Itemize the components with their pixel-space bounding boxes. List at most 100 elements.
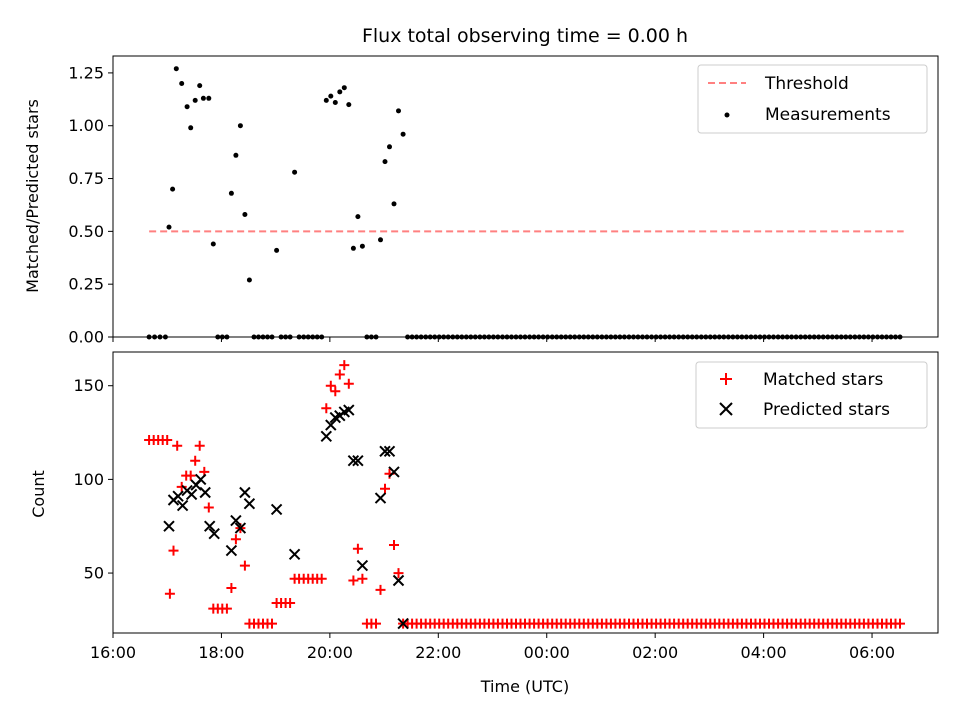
matched-star-point	[194, 440, 205, 451]
measurement-point	[274, 247, 280, 253]
measurements-x-axis	[112, 337, 873, 342]
measurement-point	[337, 89, 343, 95]
predicted-star-point	[383, 445, 396, 458]
measurement-point	[341, 85, 347, 91]
matched-star-point	[343, 378, 354, 389]
x-tick-label: 02:00	[632, 643, 678, 662]
predicted-star-point	[343, 404, 355, 416]
measurement-point	[233, 152, 239, 158]
counts-y-axis: 50 100 150	[73, 376, 113, 583]
counts-legend: Matched stars Predicted stars	[695, 361, 928, 429]
counts-x-axis: 16:00 18:00 20:00 22:00 00:00 02:00 04:00 06:00	[90, 633, 895, 662]
y-tick-label: 1.00	[68, 116, 104, 135]
predicted-star-point	[185, 488, 198, 501]
y-tick-label: 100	[73, 470, 104, 489]
matched-star-point	[226, 583, 237, 593]
predicted-star-point	[388, 466, 400, 478]
measurement-point	[170, 186, 176, 192]
measurement-point	[192, 97, 198, 103]
measurement-point	[179, 81, 185, 86]
predicted-star-point	[347, 454, 360, 467]
chart-title: Flux total observing time = 0.00 h	[362, 25, 688, 47]
predicted-star-point	[374, 492, 387, 504]
matched-star-point	[371, 618, 381, 629]
measurements-y-axis-label: Matched/Predicted stars	[23, 99, 42, 293]
measurement-point	[206, 95, 212, 101]
predicted-star-point	[356, 559, 369, 572]
y-tick-label: 0.50	[68, 222, 104, 241]
y-tick-label: 0.00	[68, 328, 104, 347]
measurement-point	[173, 66, 179, 72]
y-tick-label: 0.25	[68, 275, 104, 294]
predicted-star-point	[379, 445, 391, 458]
matched-star-point	[203, 502, 214, 513]
matched-star-point	[325, 380, 336, 391]
legend-predicted-label: Predicted stars	[763, 400, 890, 420]
x-tick-label: 22:00	[415, 643, 461, 662]
matched-star-point	[172, 440, 183, 451]
measurement-point	[378, 237, 383, 243]
legend-matched-swatch	[720, 373, 732, 385]
predicted-star-point	[239, 486, 251, 499]
measurement-point	[210, 241, 216, 247]
matched-star-point	[330, 386, 341, 397]
measurement-point	[323, 97, 329, 103]
predicted-star-point	[230, 514, 242, 527]
measurements-legend-box	[697, 64, 928, 134]
predicted-star-point	[194, 473, 207, 486]
matched-star-point	[375, 584, 386, 595]
matched-star-point	[239, 560, 250, 571]
predicted-star-point	[208, 527, 220, 540]
measurements-y-axis: 0.00 0.25 0.50 0.75 1.00 1.25	[68, 63, 113, 347]
measurement-point	[166, 224, 172, 230]
legend-measurements-label: Measurements	[765, 105, 891, 125]
y-tick-label: 50	[84, 564, 104, 583]
matched-star-point	[190, 455, 201, 466]
matched-star-point	[352, 543, 363, 554]
predicted-star-point	[352, 454, 364, 467]
measurements-axes-frame	[112, 55, 939, 338]
measurement-point	[242, 212, 248, 217]
matched-star-point	[285, 598, 296, 608]
matched-star-point	[393, 568, 404, 579]
measurement-point	[355, 214, 361, 220]
matched-star-point	[380, 483, 390, 494]
predicted-star-point	[397, 617, 409, 630]
matched-star-point	[339, 360, 350, 371]
predicted-star-point	[234, 522, 247, 534]
matched-star-point	[316, 573, 327, 584]
matched-star-point	[334, 369, 345, 380]
matched-star-point	[164, 588, 175, 599]
matched-star-point	[357, 573, 368, 584]
matched-star-point	[185, 470, 196, 481]
counts-plot-area	[144, 360, 905, 630]
predicted-star-point	[172, 490, 184, 502]
predicted-star-point	[288, 548, 301, 561]
predicted-star-point	[320, 430, 333, 443]
counts-axes-frame	[112, 351, 939, 634]
matched-star-point	[162, 435, 173, 445]
y-tick-label: 150	[73, 376, 104, 395]
measurement-point	[328, 93, 334, 99]
matched-star-point	[168, 545, 179, 556]
measurement-point	[359, 243, 365, 249]
measurement-point	[197, 83, 203, 89]
measurement-point	[382, 159, 388, 165]
measurement-point	[350, 245, 356, 251]
measurement-point	[228, 190, 234, 196]
measurement-point	[391, 201, 397, 207]
matched-star-point	[895, 618, 905, 629]
legend-predicted-swatch	[719, 402, 733, 416]
counts-y-axis-label: Count	[29, 470, 48, 518]
predicted-star-point	[203, 520, 216, 532]
x-tick-label: 18:00	[198, 643, 244, 662]
predicted-star-point	[199, 486, 211, 499]
predicted-star-point	[392, 574, 405, 587]
legend-matched-label: Matched stars	[763, 370, 883, 390]
counts-panel: 50 100 150 16:00 18:00 20:00 22:00 00:00 02:00 0…	[29, 351, 939, 696]
measurements-legend: Threshold Measurements	[697, 64, 928, 134]
measurement-point	[188, 125, 194, 131]
matched-star-point	[321, 403, 332, 414]
predicted-star-point	[176, 499, 189, 512]
